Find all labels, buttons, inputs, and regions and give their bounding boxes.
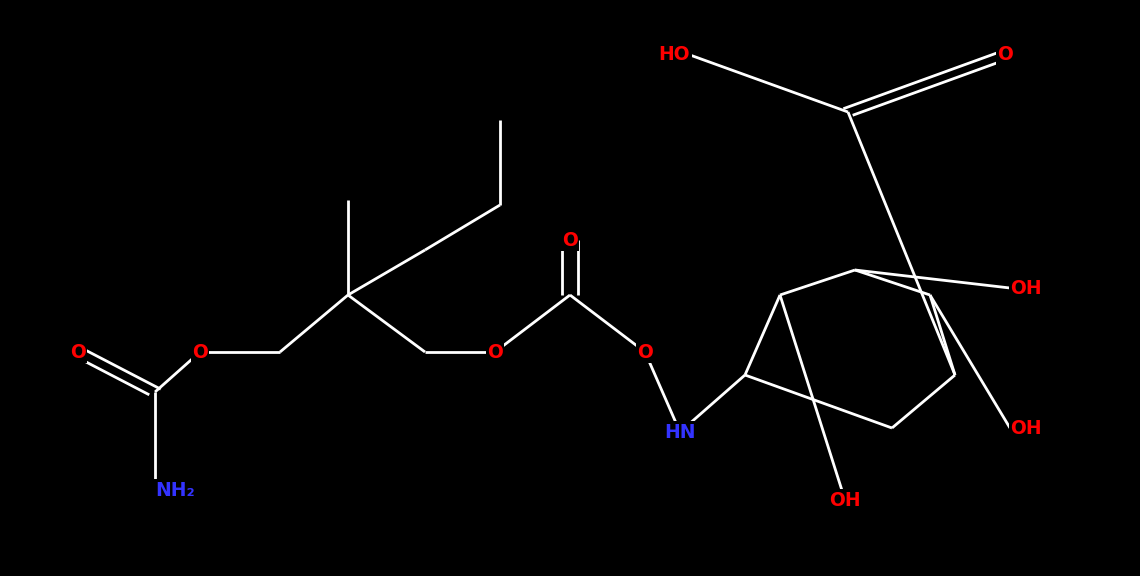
Text: O: O xyxy=(998,46,1013,65)
Text: OH: OH xyxy=(1010,419,1042,438)
Text: OH: OH xyxy=(1010,279,1042,297)
Text: O: O xyxy=(70,343,85,362)
Text: HO: HO xyxy=(659,46,690,65)
Text: HN: HN xyxy=(665,423,695,441)
Text: O: O xyxy=(562,230,578,249)
Text: NH₂: NH₂ xyxy=(155,480,195,499)
Text: OH: OH xyxy=(829,491,861,510)
Text: O: O xyxy=(192,343,207,362)
Text: O: O xyxy=(487,343,503,362)
Text: O: O xyxy=(637,343,653,362)
